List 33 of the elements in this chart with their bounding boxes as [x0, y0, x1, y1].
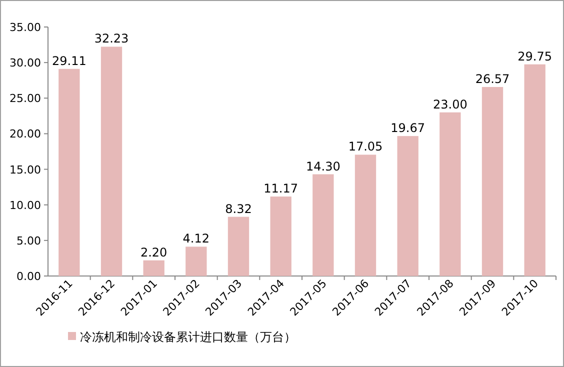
y-tick-label: 25.00	[10, 92, 41, 106]
bar	[397, 136, 418, 276]
bar	[524, 64, 546, 276]
data-label: 11.17	[264, 182, 298, 196]
data-label: 4.12	[182, 232, 210, 246]
data-label: 8.32	[225, 202, 252, 216]
y-tick-label: 10.00	[10, 198, 41, 212]
y-tick-label: 5.00	[16, 234, 41, 248]
bar	[100, 46, 122, 276]
bar	[482, 86, 504, 276]
y-tick-label: 20.00	[10, 128, 41, 141]
y-tick-label: 15.00	[10, 163, 41, 176]
bar	[270, 196, 292, 276]
data-label: 32.23	[94, 32, 129, 46]
data-label: 29.75	[518, 49, 552, 64]
data-label: 19.67	[390, 121, 426, 136]
y-tick-label: 0.00	[16, 270, 41, 283]
bar	[354, 154, 376, 276]
bar	[228, 216, 250, 276]
legend-label: 冷冻机和制冷设备累计进口数量（万台）	[80, 330, 296, 344]
bar	[186, 246, 207, 276]
bar	[143, 260, 164, 276]
data-label: 29.11	[52, 54, 86, 68]
data-label: 2.20	[140, 245, 168, 260]
data-label: 23.00	[432, 97, 468, 112]
data-label: 17.05	[348, 140, 383, 154]
bar	[58, 68, 80, 276]
bar	[312, 174, 334, 276]
bar	[440, 112, 461, 276]
y-tick-label: 35.00	[10, 21, 41, 34]
data-label: 26.57	[475, 72, 510, 86]
y-tick-label: 30.00	[10, 56, 41, 70]
data-label: 14.30	[306, 159, 340, 174]
